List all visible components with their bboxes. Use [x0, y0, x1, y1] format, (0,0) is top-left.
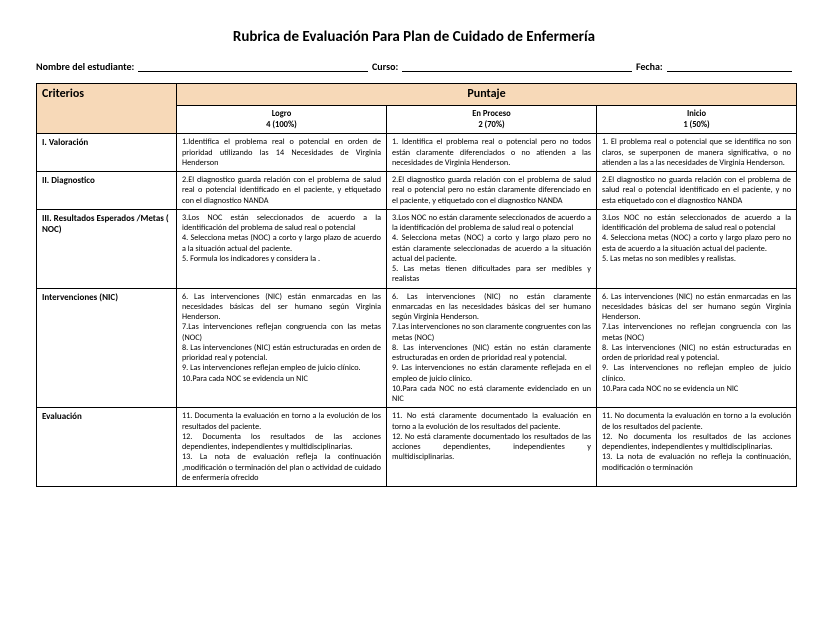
- table-row: I. Valoración 1.Identifica el problema r…: [37, 134, 797, 172]
- cell: 1. El problema real o potencial que se i…: [597, 134, 797, 172]
- table-row: Evaluación 11. Documenta la evaluación e…: [37, 408, 797, 487]
- cell: 3.Los NOC no están seleccionados de acue…: [597, 209, 797, 288]
- cell: 11. Documenta la evaluación en torno a l…: [177, 408, 387, 487]
- student-label: Nombre del estudiante:: [36, 60, 134, 73]
- col-sub: 2 (70%): [392, 120, 591, 131]
- cell: 2.El diagnostico guarda relación con el …: [177, 172, 387, 210]
- cell: 1. Identifica el problema real o potenci…: [387, 134, 597, 172]
- date-label: Fecha:: [636, 60, 663, 73]
- cell: 3.Los NOC no están claramente selecciona…: [387, 209, 597, 288]
- col-title: Logro: [182, 109, 381, 120]
- student-line: [138, 60, 368, 72]
- cell: 11. No documenta la evaluación en torno …: [597, 408, 797, 487]
- col-sub: 1 (50%): [602, 120, 791, 131]
- col-title: Inicio: [602, 109, 791, 120]
- cell: 6. Las intervenciones (NIC) están enmarc…: [177, 288, 387, 408]
- criterios-header: Criterios: [37, 84, 177, 134]
- cell: 3.Los NOC están seleccionados de acuerdo…: [177, 209, 387, 288]
- row-label: I. Valoración: [37, 134, 177, 172]
- row-label: II. Diagnostico: [37, 172, 177, 210]
- form-header: Nombre del estudiante: Curso: Fecha:: [36, 60, 792, 73]
- table-row: Intervenciones (NIC) 6. Las intervencion…: [37, 288, 797, 408]
- row-label: Intervenciones (NIC): [37, 288, 177, 408]
- table-row: II. Diagnostico 2.El diagnostico guarda …: [37, 172, 797, 210]
- col-proceso: En Proceso 2 (70%): [387, 106, 597, 134]
- page-title: Rubrica de Evaluación Para Plan de Cuida…: [36, 28, 792, 46]
- col-title: En Proceso: [392, 109, 591, 120]
- date-line: [667, 60, 792, 72]
- cell: 2.El diagnostico no guarda relación con …: [597, 172, 797, 210]
- col-sub: 4 (100%): [182, 120, 381, 131]
- cell: 1.Identifica el problema real o potencia…: [177, 134, 387, 172]
- cell: 2.El diagnostico guarda relación con el …: [387, 172, 597, 210]
- row-label: III. Resultados Esperados /Metas ( NOC): [37, 209, 177, 288]
- cell: 6. Las intervenciones (NIC) no están enm…: [597, 288, 797, 408]
- table-row: III. Resultados Esperados /Metas ( NOC) …: [37, 209, 797, 288]
- puntaje-header: Puntaje: [177, 84, 797, 106]
- rubric-table: Criterios Puntaje Logro 4 (100%) En Proc…: [36, 83, 797, 487]
- cell: 11. No está claramente documentado la ev…: [387, 408, 597, 487]
- cell: 6. Las intervenciones (NIC) no están cla…: [387, 288, 597, 408]
- row-label: Evaluación: [37, 408, 177, 487]
- col-inicio: Inicio 1 (50%): [597, 106, 797, 134]
- course-line: [402, 60, 632, 72]
- course-label: Curso:: [372, 60, 398, 73]
- col-logro: Logro 4 (100%): [177, 106, 387, 134]
